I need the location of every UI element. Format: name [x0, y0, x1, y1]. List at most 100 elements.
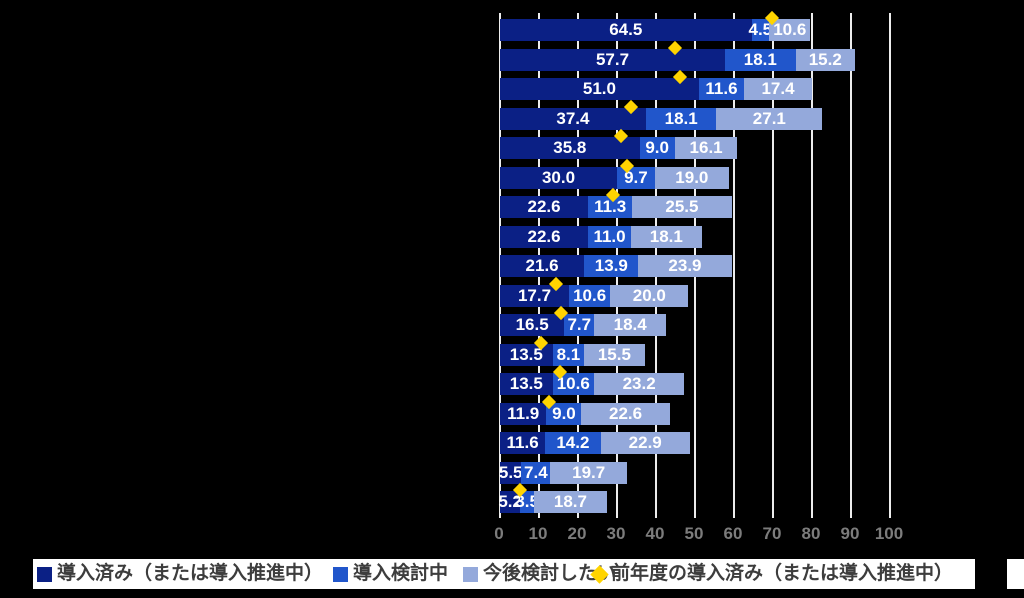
- bar-segment-considering: 18.1: [645, 108, 717, 130]
- x-axis-tick-label: 40: [645, 524, 665, 543]
- legend-square-adopted-icon: [37, 566, 52, 582]
- bar-row: 37.4 18.1 27.1: [500, 108, 823, 130]
- bar-row: 35.8 9.0 16.1: [500, 137, 738, 159]
- bar-segment-adopted: 51.0: [500, 78, 699, 100]
- bar-row: 21.6 13.9 23.9: [500, 255, 732, 277]
- bar-segment-considering: 9.7: [617, 167, 655, 189]
- legend-label-considering: 導入検討中: [353, 563, 449, 584]
- gridline: [772, 13, 774, 518]
- bar-segment-future: 19.0: [654, 167, 729, 189]
- bar-segment-adopted: 57.7: [500, 49, 725, 71]
- bar-row: 22.6 11.3 25.5: [500, 196, 732, 218]
- legend-label-previous-year: 前年度の導入済み（または導入推進中）: [611, 563, 954, 584]
- x-axis-tick-label: 50: [684, 524, 704, 543]
- legend: 導入済み（または導入推進中） 導入検討中 今後検討したい 前年度の導入済み（また…: [33, 559, 975, 589]
- legend-label-adopted: 導入済み（または導入推進中）: [57, 563, 324, 584]
- bar-segment-future: 23.2: [593, 373, 685, 395]
- x-axis-tick-label: 60: [723, 524, 743, 543]
- bar-segment-adopted: 21.6: [500, 255, 585, 277]
- gridline: [811, 13, 813, 518]
- legend-diamond-previous-year-icon: [590, 564, 609, 584]
- x-axis-tick-label: 90: [840, 524, 860, 543]
- bar-segment-future: 17.4: [744, 78, 812, 100]
- bar-segment-considering: 7.7: [564, 314, 595, 336]
- bar-segment-future: 22.9: [600, 432, 690, 454]
- bar-segment-considering: 4.5: [748, 19, 773, 41]
- bar-segment-future: 19.7: [550, 462, 628, 484]
- bar-segment-adopted: 13.5: [500, 373, 553, 395]
- bar-segment-adopted: 13.5: [500, 344, 553, 366]
- x-axis-tick-label: 80: [801, 524, 821, 543]
- bar-row: 30.0 9.7 19.0: [500, 167, 729, 189]
- bar-segment-adopted: 11.9: [500, 403, 547, 425]
- bar-segment-considering: 18.1: [725, 49, 796, 71]
- bar-row: 57.7 18.1 15.2: [500, 49, 855, 71]
- bar-segment-adopted: 5.5: [498, 462, 523, 484]
- legend-square-future-icon: [463, 566, 478, 582]
- bar-segment-considering: 11.0: [588, 226, 631, 248]
- bar-segment-adopted: 64.5: [500, 19, 752, 41]
- gridline: [889, 13, 891, 518]
- bar-segment-future: 27.1: [716, 108, 823, 130]
- legend-item-adopted: 導入済み（または導入推進中）: [37, 559, 323, 589]
- x-axis: 0 10 20 30 40 50 60 70 80 90 100: [494, 524, 903, 546]
- legend-item-considering: 導入検討中: [333, 559, 448, 589]
- legend-square-considering-icon: [333, 566, 348, 582]
- bar-segment-considering: 8.1: [552, 344, 585, 366]
- bar-row: 51.0 11.6 17.4: [500, 78, 812, 100]
- bar-segment-future: 18.4: [594, 314, 667, 336]
- bar-row: 64.5 4.5 10.6: [500, 19, 811, 41]
- legend-item-future: 今後検討したい: [463, 559, 616, 589]
- bar-segment-future: 15.5: [584, 344, 645, 366]
- bar-segment-considering: 11.3: [588, 196, 633, 218]
- bar-segment-considering: 10.6: [552, 373, 594, 395]
- bar-segment-considering: 10.6: [569, 285, 611, 307]
- bar-row: 17.7 10.6 20.0: [500, 285, 689, 307]
- bar-segment-future: 22.6: [581, 403, 670, 425]
- bar-row: 11.9 9.0 22.6: [500, 403, 670, 425]
- bar-row: 16.5 7.7 18.4: [500, 314, 667, 336]
- white-sliver: [1007, 559, 1024, 589]
- x-axis-tick-label: 100: [874, 524, 904, 543]
- bar-segment-adopted: 5.2: [498, 491, 522, 513]
- x-axis-tick-label: 20: [567, 524, 587, 543]
- bar-row: 5.2 3.5 18.7: [498, 491, 607, 513]
- bar-row: 5.5 7.4 19.7: [498, 462, 628, 484]
- bar-segment-future: 16.1: [674, 137, 738, 159]
- bar-segment-adopted: 11.6: [500, 432, 546, 454]
- bar-row: 11.6 14.2 22.9: [500, 432, 690, 454]
- gridline: [733, 13, 735, 518]
- bar-segment-future: 15.2: [795, 49, 855, 71]
- bar-segment-future: 10.6: [769, 19, 811, 41]
- gridline: [850, 13, 852, 518]
- bar-segment-considering: 9.0: [639, 137, 675, 159]
- bar-segment-future: 18.7: [533, 491, 607, 513]
- legend-label-future: 今後検討したい: [483, 563, 617, 584]
- bar-segment-adopted: 30.0: [500, 167, 617, 189]
- bar-segment-future: 25.5: [632, 196, 732, 218]
- bar-segment-considering: 7.4: [521, 462, 551, 484]
- bar-row: 22.6 11.0 18.1: [500, 226, 702, 248]
- x-axis-tick-label: 70: [762, 524, 782, 543]
- x-axis-tick-label: 30: [606, 524, 626, 543]
- plot-area: 64.5 4.5 10.6 57.7 18.1 15.2 51.0 11.6 17.4 37.4 1…: [498, 10, 891, 518]
- bar-segment-considering: 3.5: [515, 491, 539, 513]
- x-axis-tick-label: 10: [528, 524, 548, 543]
- bar-segment-future: 18.1: [630, 226, 702, 248]
- bar-segment-adopted: 22.6: [500, 226, 589, 248]
- bar-segment-adopted: 37.4: [500, 108, 646, 130]
- bar-segment-considering: 11.6: [698, 78, 745, 100]
- bar-row: 13.5 8.1 15.5: [500, 344, 645, 366]
- x-axis-tick-label: 0: [494, 524, 504, 543]
- bar-segment-adopted: 35.8: [500, 137, 640, 159]
- legend-item-previous-year: 前年度の導入済み（または導入推進中）: [590, 559, 954, 589]
- bar-segment-adopted: 22.6: [500, 196, 589, 218]
- bar-segment-future: 23.9: [638, 255, 732, 277]
- bar-segment-adopted: 17.7: [500, 285, 569, 307]
- bar-segment-considering: 13.9: [584, 255, 639, 277]
- bar-segment-considering: 14.2: [545, 432, 601, 454]
- bar-row: 13.5 10.6 23.2: [500, 373, 685, 395]
- bar-segment-considering: 9.0: [546, 403, 582, 425]
- bar-segment-future: 20.0: [610, 285, 689, 307]
- bar-segment-adopted: 16.5: [500, 314, 565, 336]
